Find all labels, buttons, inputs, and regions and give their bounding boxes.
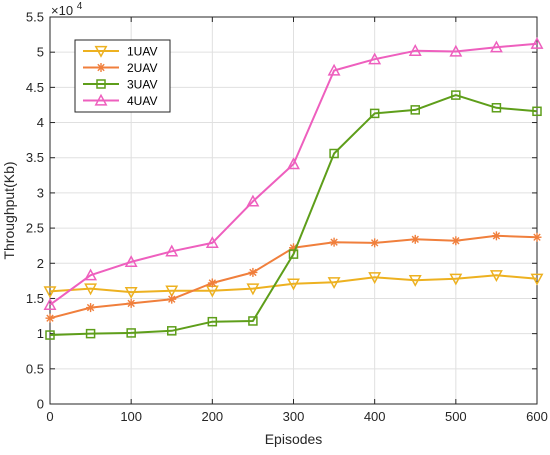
y-exponent-power: 4 (77, 1, 83, 12)
y-tick-label: 0 (37, 397, 44, 412)
data-point (85, 328, 96, 339)
y-tick-label: 0.5 (26, 361, 44, 376)
data-point (246, 194, 260, 207)
legend-item[interactable]: 1UAV (83, 45, 157, 59)
axis-ticks: 0 100 200 300 400 500 600 0 0.5 1 1.5 2 2.5 3 3.5 4 4.5 5… (26, 10, 548, 425)
data-point (124, 286, 138, 299)
series-4UAV (43, 36, 544, 310)
legend-item[interactable]: 4UAV (83, 93, 157, 108)
y-tick-label: 1 (37, 326, 44, 341)
data-point (43, 286, 57, 299)
data-point (167, 326, 177, 336)
y-axis-exponent: ×10 4 (51, 1, 83, 18)
data-point (489, 270, 503, 283)
data-point (43, 298, 57, 310)
y-tick-label: 2.5 (26, 221, 44, 236)
legend-label: 2UAV (127, 61, 157, 75)
legend-marker (94, 93, 108, 106)
data-point (207, 316, 218, 327)
data-point (126, 328, 136, 338)
data-point (489, 40, 503, 53)
data-point (167, 294, 177, 304)
data-point (368, 52, 382, 65)
series-1UAV (43, 270, 544, 299)
y-tick-label: 4.5 (26, 80, 44, 95)
data-point (126, 298, 136, 308)
data-point (368, 272, 382, 285)
data-point (491, 103, 502, 113)
x-axis-label: Episodes (265, 431, 323, 447)
y-tick-label: 3.5 (26, 150, 44, 165)
data-point (246, 283, 260, 296)
data-point (329, 148, 339, 159)
series-lines (43, 36, 544, 340)
y-tick-label: 3 (37, 185, 44, 200)
legend-marker (94, 45, 108, 58)
data-point (491, 231, 501, 241)
x-tick-label: 200 (201, 409, 223, 424)
data-point (287, 157, 300, 170)
data-point (369, 108, 380, 119)
data-point (408, 43, 422, 56)
data-point (449, 273, 463, 286)
data-point (45, 313, 55, 323)
y-axis-label: Throughput(Kb) (1, 161, 17, 259)
legend-label: 1UAV (127, 45, 157, 59)
data-point (449, 44, 463, 57)
data-point (327, 277, 341, 290)
data-point (205, 236, 219, 249)
data-point (287, 278, 300, 291)
data-point (327, 63, 341, 76)
legend-label: 3UAV (127, 78, 157, 92)
data-point (248, 316, 258, 326)
y-tick-label: 2 (37, 256, 44, 271)
data-point (207, 278, 217, 288)
data-point (165, 244, 179, 257)
x-tick-label: 100 (120, 409, 142, 424)
data-point (84, 268, 98, 281)
series-line (49, 42, 538, 306)
y-tick-label: 1.5 (26, 291, 44, 306)
data-point (532, 232, 542, 242)
x-tick-label: 300 (283, 409, 305, 424)
data-point (165, 285, 179, 298)
series-3UAV (45, 90, 542, 340)
data-point (86, 303, 96, 313)
x-tick-label: 500 (445, 409, 467, 424)
legend-marker (96, 63, 106, 72)
data-point (124, 255, 138, 268)
data-point (451, 90, 461, 100)
series-line (49, 94, 538, 336)
series-line (49, 274, 538, 294)
legend-marker (96, 79, 106, 89)
data-point (451, 236, 461, 246)
data-point (530, 36, 544, 49)
x-tick-label: 400 (364, 409, 386, 424)
y-exponent-base: ×10 (51, 3, 73, 18)
y-tick-label: 5 (37, 45, 44, 60)
data-point (288, 249, 299, 259)
data-point (530, 273, 544, 286)
y-tick-label: 4 (37, 115, 44, 130)
data-point (532, 106, 542, 117)
data-point (329, 237, 339, 247)
data-point (410, 234, 420, 244)
x-tick-label: 600 (526, 409, 548, 424)
x-tick-label: 0 (46, 409, 53, 424)
legend-label: 4UAV (127, 94, 157, 108)
legend-item[interactable]: 2UAV (83, 61, 157, 75)
data-point (370, 238, 380, 248)
y-tick-label: 5.5 (26, 10, 44, 25)
data-point (45, 330, 55, 340)
legend[interactable]: 1UAV 2UAV 3UAV 4UAV (74, 39, 171, 113)
data-point (84, 283, 98, 296)
legend-item[interactable]: 3UAV (83, 78, 157, 92)
data-point (248, 267, 258, 277)
data-point (408, 274, 422, 287)
data-point (410, 105, 420, 115)
